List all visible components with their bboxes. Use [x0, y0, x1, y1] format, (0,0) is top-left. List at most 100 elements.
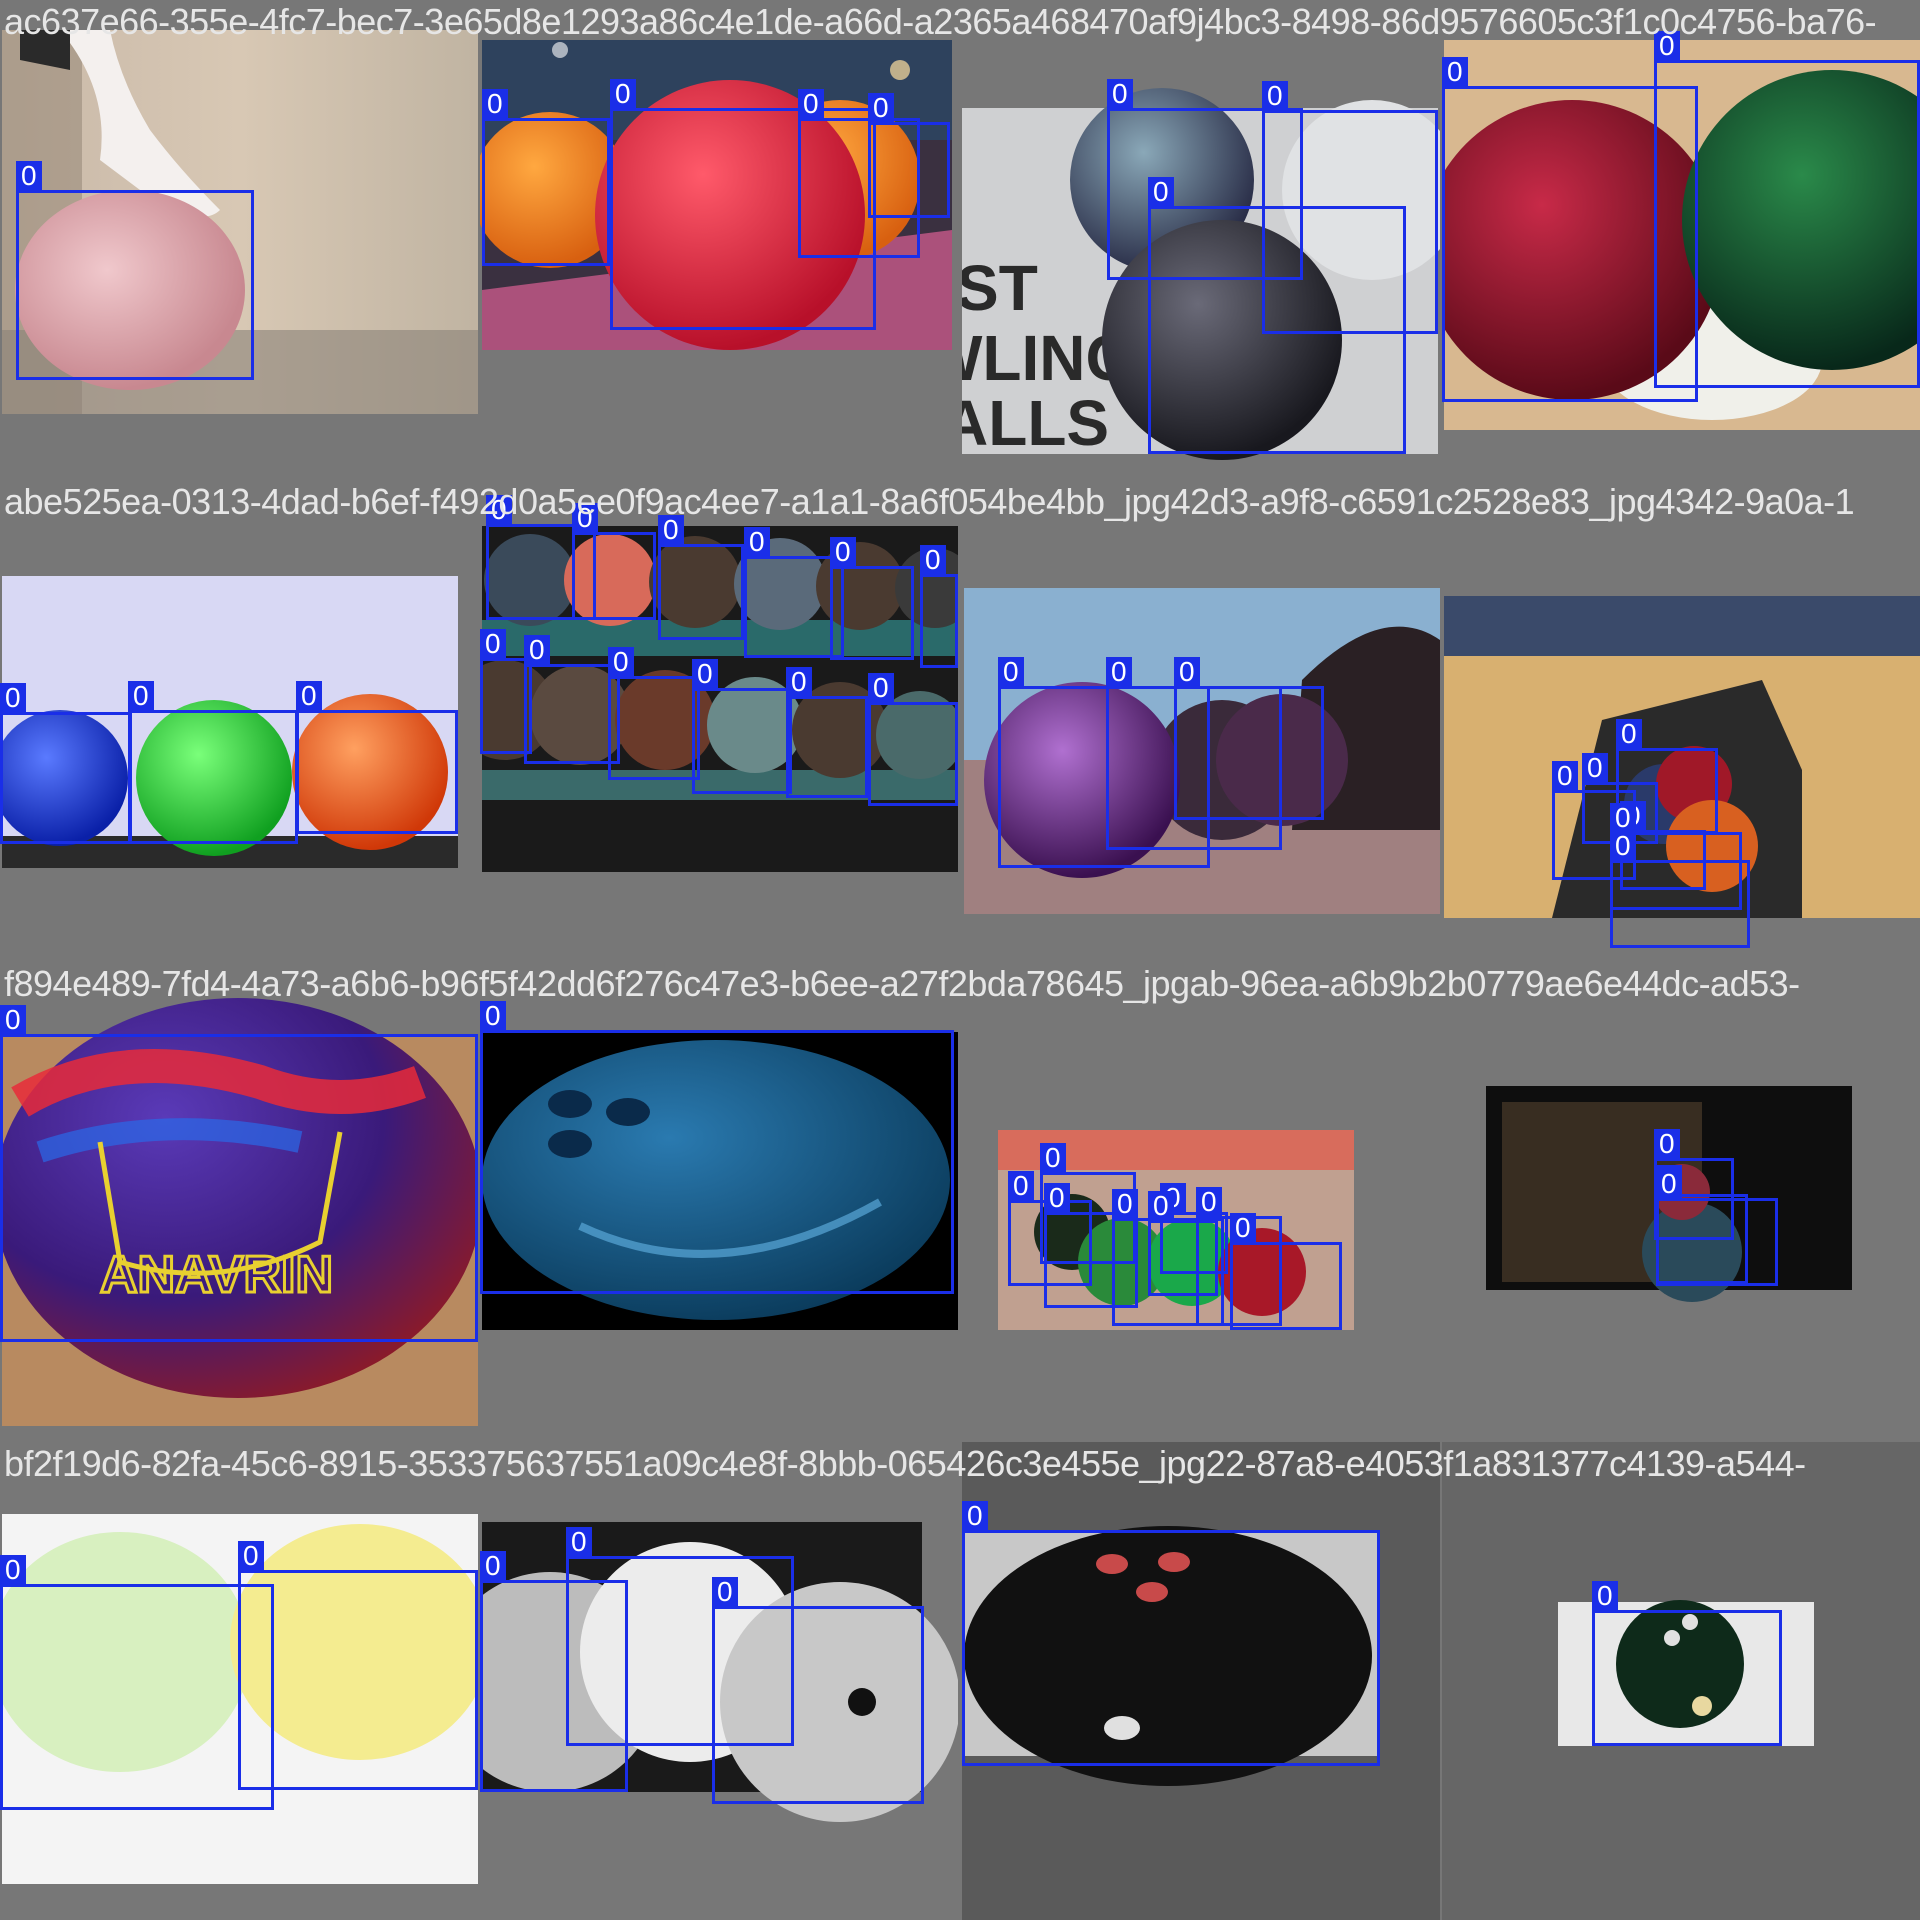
detection-box: 0	[0, 683, 132, 844]
class-label: 0	[16, 161, 42, 191]
detection-box: 0	[0, 1005, 478, 1342]
detection-box: 0	[608, 647, 700, 780]
tile-6: 0 0 0 0 0 0 0 0 0 0 0 0	[480, 480, 958, 958]
detection-box: 0	[1592, 1581, 1782, 1746]
detection-box: 0	[486, 495, 596, 620]
tile-3: ST WLING ALLS 0 0 0	[962, 0, 1440, 478]
class-label: 0	[610, 79, 636, 109]
class-label: 0	[1552, 761, 1578, 791]
detection-box: 0	[658, 515, 744, 640]
class-label: 0	[608, 647, 634, 677]
detection-box: 0	[1616, 719, 1718, 834]
detection-box: 0	[572, 503, 656, 620]
tile-4: 0 0	[1442, 0, 1920, 478]
class-label: 0	[486, 495, 512, 525]
tile-5-photo	[0, 576, 458, 868]
class-label: 0	[1582, 753, 1608, 783]
class-label: 0	[1610, 803, 1636, 833]
class-label: 0	[1106, 657, 1132, 687]
detection-box: 0	[712, 1577, 924, 1804]
detection-box: 0	[128, 681, 298, 844]
tile-16-photo	[1558, 1600, 1814, 1746]
svg-text:ST: ST	[962, 252, 1038, 324]
class-label: 0	[692, 659, 718, 689]
class-label: 0	[868, 673, 894, 703]
tile-14: 0 0 0	[480, 1442, 958, 1920]
tile-11: 0 0 0 0 0 0 0 0	[962, 962, 1440, 1440]
class-label: 0	[480, 1001, 506, 1031]
class-label: 0	[1040, 1143, 1066, 1173]
detection-box: 0	[610, 79, 876, 330]
tile-16: 0	[1442, 1442, 1920, 1920]
class-label: 0	[480, 629, 506, 659]
detection-box: 0	[798, 89, 920, 258]
tile-14-photo	[480, 1522, 958, 1822]
detection-box: 0	[480, 1001, 954, 1294]
class-label: 0	[1592, 1581, 1618, 1611]
detection-box: 0	[1442, 57, 1698, 402]
class-label: 0	[1616, 719, 1642, 749]
class-label: 0	[0, 1555, 26, 1585]
class-label: 0	[238, 1541, 264, 1571]
class-label: 0	[658, 515, 684, 545]
detection-box: 0	[1148, 177, 1406, 454]
class-label: 0	[1442, 57, 1468, 87]
class-label: 0	[920, 545, 946, 575]
class-label: 0	[0, 683, 26, 713]
detection-box: 0	[524, 635, 620, 764]
tile-1: 0	[0, 0, 478, 478]
class-label: 0	[480, 1551, 506, 1581]
detection-box: 0	[998, 657, 1210, 868]
detection-box: 0	[1174, 657, 1324, 820]
detection-box: 0	[1107, 79, 1303, 280]
class-label: 0	[786, 667, 812, 697]
tile-15: 0	[962, 1442, 1440, 1920]
tile-5: 0 0 0	[0, 480, 478, 958]
detection-box: 0	[296, 681, 458, 834]
class-label: 0	[1196, 1187, 1222, 1217]
row-1-filenames: ac637e66-355e-4fc7-bec7-3e65d8e1293a86c4…	[4, 1, 1877, 42]
detection-box: 0	[1262, 81, 1438, 334]
class-label: 0	[1230, 1213, 1256, 1243]
detection-box: 0	[830, 537, 914, 660]
class-label: 0	[798, 89, 824, 119]
tile-9: ANAVRIN 0	[0, 962, 478, 1440]
class-label: 0	[1610, 831, 1636, 861]
tile-15-photo	[964, 1526, 1378, 1786]
row-4-filenames: bf2f19d6-82fa-45c6-8915-353375637551a09c…	[4, 1443, 1806, 1484]
detection-box: 0	[868, 673, 958, 806]
class-label: 0	[1656, 1169, 1682, 1199]
detection-box: 0	[692, 659, 792, 794]
detection-box: 0	[566, 1527, 794, 1746]
class-label: 0	[1174, 657, 1200, 687]
class-label: 0	[868, 93, 894, 123]
detection-box: 0	[1610, 803, 1742, 910]
tile-1-photo	[2, 30, 478, 414]
detection-box: 0	[786, 667, 868, 798]
tile-7: 0 0 0	[962, 480, 1440, 958]
detection-box: 0	[1230, 1213, 1342, 1330]
class-label: 0	[1262, 81, 1288, 111]
class-label: 0	[1148, 177, 1174, 207]
detection-box: 0	[1148, 1191, 1218, 1296]
class-label: 0	[998, 657, 1024, 687]
class-label: 0	[128, 681, 154, 711]
class-label: 0	[830, 537, 856, 567]
class-label: 0	[1148, 1191, 1174, 1221]
detection-box: 0	[868, 93, 950, 218]
detection-box: 0	[1656, 1169, 1778, 1286]
detection-box: 0	[1654, 31, 1920, 388]
tile-4-photo	[1442, 40, 1920, 430]
class-label: 0	[1112, 1189, 1138, 1219]
class-label: 0	[524, 635, 550, 665]
detection-box: 0	[1044, 1183, 1138, 1308]
class-label: 0	[566, 1527, 592, 1557]
tile-3-photo: ST WLING ALLS	[962, 88, 1440, 460]
class-label: 0	[1654, 31, 1680, 61]
detection-box: 0	[962, 1501, 1380, 1766]
row-3-filenames: f894e489-7fd4-4a73-a6b6-b96f5f42dd6f276c…	[4, 963, 1800, 1004]
detection-box: 0	[16, 161, 254, 380]
class-label: 0	[962, 1501, 988, 1531]
class-label: 0	[1654, 1129, 1680, 1159]
